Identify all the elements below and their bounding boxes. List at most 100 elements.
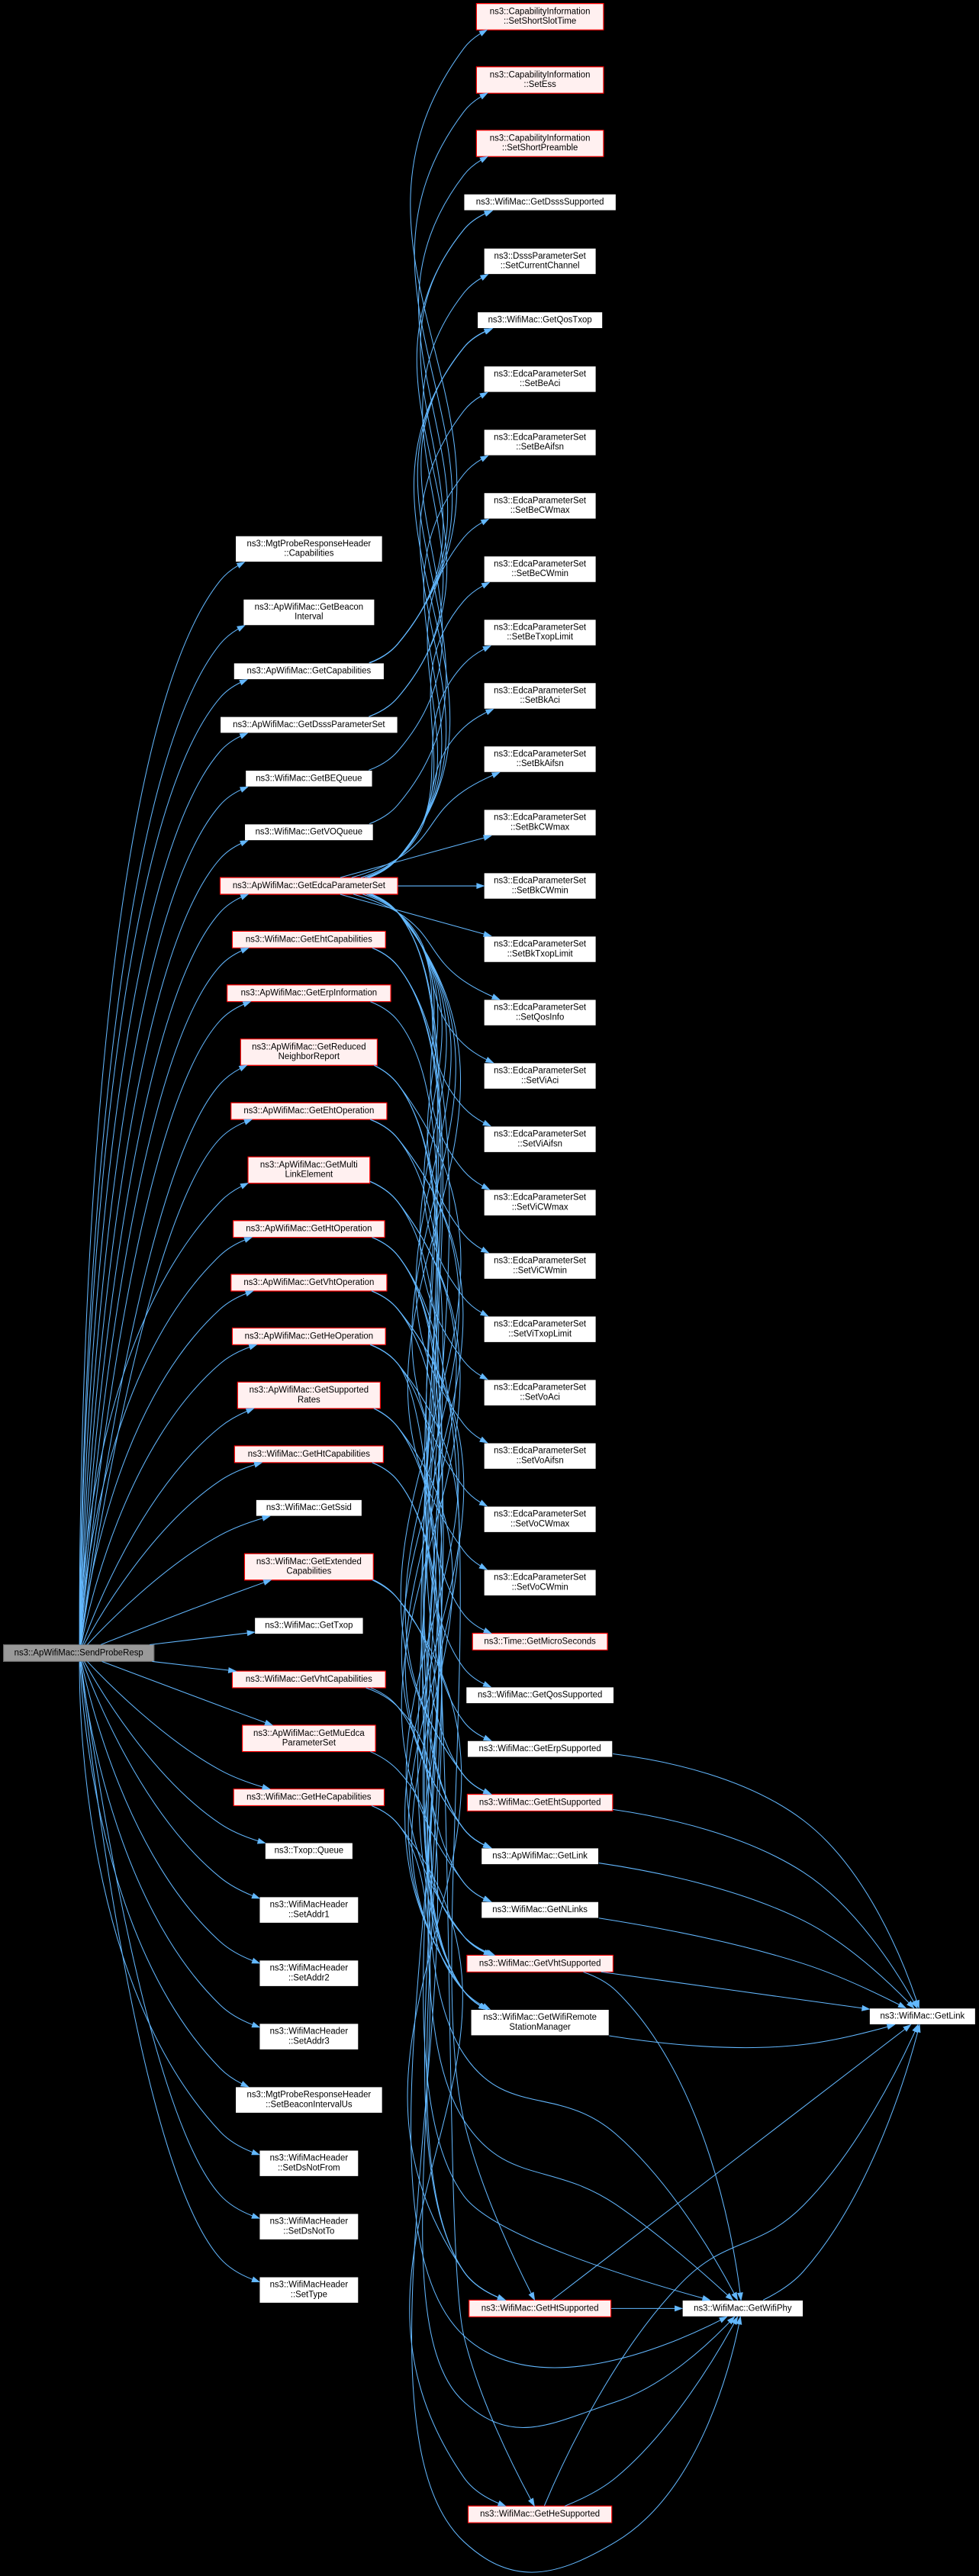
svg-text:::SetBeCWmin: ::SetBeCWmin (511, 569, 568, 578)
svg-text:ns3::WifiMac::GetWifiPhy: ns3::WifiMac::GetWifiPhy (694, 2304, 792, 2313)
svg-text:ns3::EdcaParameterSet: ns3::EdcaParameterSet (494, 1067, 587, 1076)
svg-text:ParameterSet: ParameterSet (282, 1738, 337, 1747)
svg-text:ns3::EdcaParameterSet: ns3::EdcaParameterSet (494, 1257, 587, 1266)
svg-text:ns3::WifiMac::GetBEQueue: ns3::WifiMac::GetBEQueue (256, 774, 362, 783)
svg-text:NeighborReport: NeighborReport (279, 1052, 340, 1061)
svg-text:ns3::CapabilityInformation: ns3::CapabilityInformation (490, 70, 591, 79)
svg-text:::SetVoCWmin: ::SetVoCWmin (512, 1583, 568, 1592)
svg-text:ns3::WifiMac::GetDsssSupported: ns3::WifiMac::GetDsssSupported (476, 198, 604, 207)
svg-text:ns3::EdcaParameterSet: ns3::EdcaParameterSet (494, 686, 587, 695)
svg-text:ns3::EdcaParameterSet: ns3::EdcaParameterSet (494, 813, 587, 823)
svg-text:Capabilities: Capabilities (286, 1567, 331, 1576)
svg-text:ns3::WifiMac::GetEhtCapabiliti: ns3::WifiMac::GetEhtCapabilities (246, 935, 372, 944)
svg-text:ns3::ApWifiMac::GetErpInformat: ns3::ApWifiMac::GetErpInformation (241, 989, 378, 998)
svg-text:::SetBeAci: ::SetBeAci (520, 379, 560, 388)
svg-text:::SetDsNotTo: ::SetDsNotTo (283, 2227, 334, 2236)
svg-text:ns3::Time::GetMicroSeconds: ns3::Time::GetMicroSeconds (484, 1637, 596, 1646)
svg-text:ns3::WifiMacHeader: ns3::WifiMacHeader (270, 2217, 349, 2227)
svg-text:::Capabilities: ::Capabilities (284, 549, 333, 559)
svg-text:ns3::ApWifiMac::GetLink: ns3::ApWifiMac::GetLink (492, 1852, 588, 1861)
svg-text:ns3::WifiMacHeader: ns3::WifiMacHeader (270, 2154, 349, 2163)
svg-text:ns3::ApWifiMac::GetEdcaParamet: ns3::ApWifiMac::GetEdcaParameterSet (233, 881, 386, 890)
svg-text:::SetViCWmin: ::SetViCWmin (513, 1266, 567, 1275)
svg-text:ns3::WifiMac::GetErpSupported: ns3::WifiMac::GetErpSupported (479, 1744, 601, 1753)
svg-text:::SetBeTxopLimit: ::SetBeTxopLimit (507, 633, 574, 642)
svg-text:ns3::ApWifiMac::GetVhtOperatio: ns3::ApWifiMac::GetVhtOperation (243, 1278, 374, 1287)
svg-text:LinkElement: LinkElement (285, 1170, 333, 1180)
svg-text:ns3::ApWifiMac::GetCapabilitie: ns3::ApWifiMac::GetCapabilities (247, 667, 372, 676)
svg-text:ns3::WifiMac::GetHtSupported: ns3::WifiMac::GetHtSupported (481, 2304, 599, 2313)
svg-text:ns3::WifiMac::GetLink: ns3::WifiMac::GetLink (880, 2011, 965, 2021)
svg-text:ns3::EdcaParameterSet: ns3::EdcaParameterSet (494, 1383, 587, 1393)
svg-text:::SetViAci: ::SetViAci (521, 1076, 559, 1085)
svg-text:StationManager: StationManager (509, 2023, 571, 2032)
svg-text:ns3::EdcaParameterSet: ns3::EdcaParameterSet (494, 559, 587, 568)
svg-text:ns3::EdcaParameterSet: ns3::EdcaParameterSet (494, 1510, 587, 1519)
svg-text:ns3::WifiMac::GetHeSupported: ns3::WifiMac::GetHeSupported (480, 2510, 600, 2519)
svg-text:ns3::EdcaParameterSet: ns3::EdcaParameterSet (494, 940, 587, 949)
svg-text:::SetBeAifsn: ::SetBeAifsn (516, 443, 564, 452)
svg-text:::SetAddr3: ::SetAddr3 (288, 2037, 330, 2046)
svg-text:ns3::WifiMac::GetVhtCapabiliti: ns3::WifiMac::GetVhtCapabilities (246, 1675, 372, 1684)
svg-text:ns3::WifiMac::GetNLinks: ns3::WifiMac::GetNLinks (492, 1905, 588, 1914)
svg-text:ns3::EdcaParameterSet: ns3::EdcaParameterSet (494, 433, 587, 442)
svg-text:ns3::EdcaParameterSet: ns3::EdcaParameterSet (494, 1573, 587, 1583)
svg-text:::SetAddr2: ::SetAddr2 (288, 1973, 330, 1982)
svg-text:ns3::EdcaParameterSet: ns3::EdcaParameterSet (494, 369, 587, 378)
svg-text:ns3::WifiMac::GetVhtSupported: ns3::WifiMac::GetVhtSupported (479, 1959, 601, 1968)
svg-text:ns3::WifiMacHeader: ns3::WifiMacHeader (270, 1901, 349, 1910)
svg-text:ns3::WifiMac::GetVOQueue: ns3::WifiMac::GetVOQueue (256, 828, 363, 837)
svg-text:::SetVoCWmax: ::SetVoCWmax (510, 1519, 569, 1528)
svg-text:ns3::WifiMac::GetQosTxop: ns3::WifiMac::GetQosTxop (488, 316, 592, 325)
svg-text:ns3::WifiMac::GetExtended: ns3::WifiMac::GetExtended (256, 1557, 362, 1567)
svg-text:::SetCurrentChannel: ::SetCurrentChannel (501, 262, 580, 271)
svg-text:ns3::EdcaParameterSet: ns3::EdcaParameterSet (494, 1130, 587, 1139)
svg-text:Interval: Interval (295, 613, 323, 622)
svg-text:ns3::ApWifiMac::GetHtOperation: ns3::ApWifiMac::GetHtOperation (246, 1225, 372, 1234)
svg-text:::SetShortSlotTime: ::SetShortSlotTime (504, 17, 576, 26)
svg-text:ns3::DsssParameterSet: ns3::DsssParameterSet (494, 252, 587, 261)
svg-text:::SetBeCWmax: ::SetBeCWmax (510, 506, 570, 515)
svg-text:ns3::ApWifiMac::GetMulti: ns3::ApWifiMac::GetMulti (260, 1161, 358, 1170)
svg-text:ns3::WifiMac::GetHtCapabilitie: ns3::WifiMac::GetHtCapabilities (248, 1450, 370, 1459)
svg-text:ns3::ApWifiMac::GetBeacon: ns3::ApWifiMac::GetBeacon (255, 603, 363, 612)
svg-text:ns3::ApWifiMac::GetSupported: ns3::ApWifiMac::GetSupported (250, 1386, 369, 1395)
svg-text:ns3::CapabilityInformation: ns3::CapabilityInformation (490, 134, 591, 143)
svg-text:::SetBkAci: ::SetBkAci (520, 696, 560, 705)
svg-text:ns3::WifiMac::GetSsid: ns3::WifiMac::GetSsid (266, 1503, 352, 1512)
svg-text:ns3::ApWifiMac::GetReduced: ns3::ApWifiMac::GetReduced (252, 1042, 366, 1051)
svg-text:ns3::MgtProbeResponseHeader: ns3::MgtProbeResponseHeader (246, 539, 371, 549)
svg-text:::SetVoAifsn: ::SetVoAifsn (517, 1456, 564, 1465)
svg-text:ns3::WifiMac::GetHeCapabilitie: ns3::WifiMac::GetHeCapabilities (246, 1792, 372, 1802)
svg-text:ns3::WifiMacHeader: ns3::WifiMacHeader (270, 2281, 349, 2290)
svg-text:::SetBkCWmin: ::SetBkCWmin (512, 886, 568, 895)
svg-text:::SetBeaconIntervalUs: ::SetBeaconIntervalUs (266, 2100, 353, 2109)
svg-text:::SetViCWmax: ::SetViCWmax (512, 1203, 568, 1212)
svg-text:Rates: Rates (298, 1396, 320, 1405)
svg-text:::SetType: ::SetType (291, 2290, 327, 2299)
svg-text:ns3::WifiMac::GetEhtSupported: ns3::WifiMac::GetEhtSupported (479, 1798, 601, 1807)
svg-text:ns3::EdcaParameterSet: ns3::EdcaParameterSet (494, 1447, 587, 1456)
svg-text:ns3::CapabilityInformation: ns3::CapabilityInformation (490, 7, 591, 16)
svg-text:::SetBkCWmax: ::SetBkCWmax (510, 823, 569, 832)
svg-text:::SetBkTxopLimit: ::SetBkTxopLimit (507, 949, 574, 958)
svg-text:ns3::Txop::Queue: ns3::Txop::Queue (275, 1847, 344, 1856)
svg-text:ns3::ApWifiMac::SendProbeResp: ns3::ApWifiMac::SendProbeResp (14, 1648, 143, 1657)
svg-text:ns3::MgtProbeResponseHeader: ns3::MgtProbeResponseHeader (246, 2091, 371, 2100)
svg-text:::SetDsNotFrom: ::SetDsNotFrom (278, 2163, 340, 2172)
svg-text:ns3::WifiMacHeader: ns3::WifiMacHeader (270, 2027, 349, 2037)
svg-text:::SetShortPreamble: ::SetShortPreamble (502, 143, 578, 153)
svg-text:::SetEss: ::SetEss (523, 80, 556, 89)
svg-text:ns3::EdcaParameterSet: ns3::EdcaParameterSet (494, 877, 587, 886)
svg-text:ns3::EdcaParameterSet: ns3::EdcaParameterSet (494, 1193, 587, 1203)
svg-text:ns3::WifiMac::GetWifiRemote: ns3::WifiMac::GetWifiRemote (483, 2013, 597, 2022)
svg-text:ns3::WifiMac::GetTxop: ns3::WifiMac::GetTxop (265, 1621, 353, 1631)
svg-text:ns3::EdcaParameterSet: ns3::EdcaParameterSet (494, 496, 587, 505)
svg-text:::SetAddr1: ::SetAddr1 (288, 1910, 330, 1919)
svg-text:::SetViAifsn: ::SetViAifsn (517, 1139, 562, 1148)
svg-text:::SetViTxopLimit: ::SetViTxopLimit (508, 1329, 572, 1338)
svg-text:ns3::WifiMac::GetQosSupported: ns3::WifiMac::GetQosSupported (478, 1691, 602, 1700)
svg-text:ns3::ApWifiMac::GetMuEdca: ns3::ApWifiMac::GetMuEdca (253, 1729, 365, 1738)
svg-text:ns3::ApWifiMac::GetDsssParamet: ns3::ApWifiMac::GetDsssParameterSet (233, 720, 385, 729)
svg-text:ns3::ApWifiMac::GetHeOperation: ns3::ApWifiMac::GetHeOperation (245, 1331, 373, 1341)
